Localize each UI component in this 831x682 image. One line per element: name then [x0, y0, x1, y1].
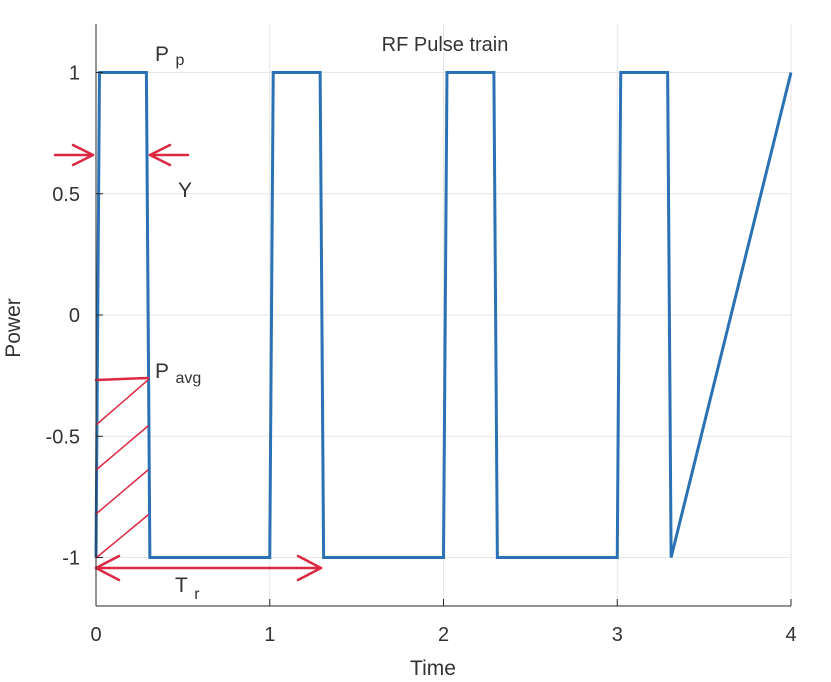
x-tick-label-1: 1: [264, 624, 275, 646]
peak-power-label-sub: p: [175, 52, 184, 69]
pulse-width-label: Υ: [178, 179, 192, 202]
pulse-width-right-arrowhead: [148, 143, 172, 167]
pulse-period-label-main: T: [175, 574, 188, 597]
average-power-hatch-line-1: [95, 425, 149, 471]
x-tick-label-3: 3: [612, 624, 623, 646]
pulse-period-label-sub: r: [194, 586, 200, 603]
y-tick-label-3: 0.5: [52, 184, 80, 206]
pulse-series-line: [94, 71, 793, 559]
average-power-hatch-line-3: [95, 514, 149, 559]
y-tick-label-4: 1: [69, 63, 80, 85]
series-layer: [94, 71, 793, 559]
average-power-label-sub: avg: [175, 370, 201, 387]
pulse-period-right-arrowhead: [296, 554, 323, 582]
average-power-label: P avg: [155, 360, 201, 387]
x-tick-label-2: 2: [438, 624, 449, 646]
y-tick-label-1: -0.5: [46, 426, 80, 448]
x-axis-label: Time: [410, 657, 456, 680]
y-tick-label-2: 0: [69, 305, 80, 327]
average-power-top-line: [94, 376, 150, 382]
average-power-label-main: P: [155, 360, 169, 383]
pulse-width-left-arrowhead: [71, 143, 95, 167]
peak-power-label: P p: [155, 43, 184, 69]
pulse-period-label: T r: [175, 574, 200, 603]
chart-title: RF Pulse train: [382, 34, 509, 56]
peak-power-label-main: P: [155, 43, 169, 66]
average-power-hatch-line-0: [95, 379, 149, 426]
x-tick-label-4: 4: [785, 624, 796, 646]
x-tick-label-0: 0: [90, 624, 101, 646]
y-tick-label-0: -1: [62, 548, 80, 570]
average-power-hatch-line-2: [95, 469, 149, 515]
y-axis-label: Power: [2, 298, 25, 358]
axis-layer: 0 1 2 3 4 -1 -0.5 0 0.5 1: [46, 24, 797, 646]
